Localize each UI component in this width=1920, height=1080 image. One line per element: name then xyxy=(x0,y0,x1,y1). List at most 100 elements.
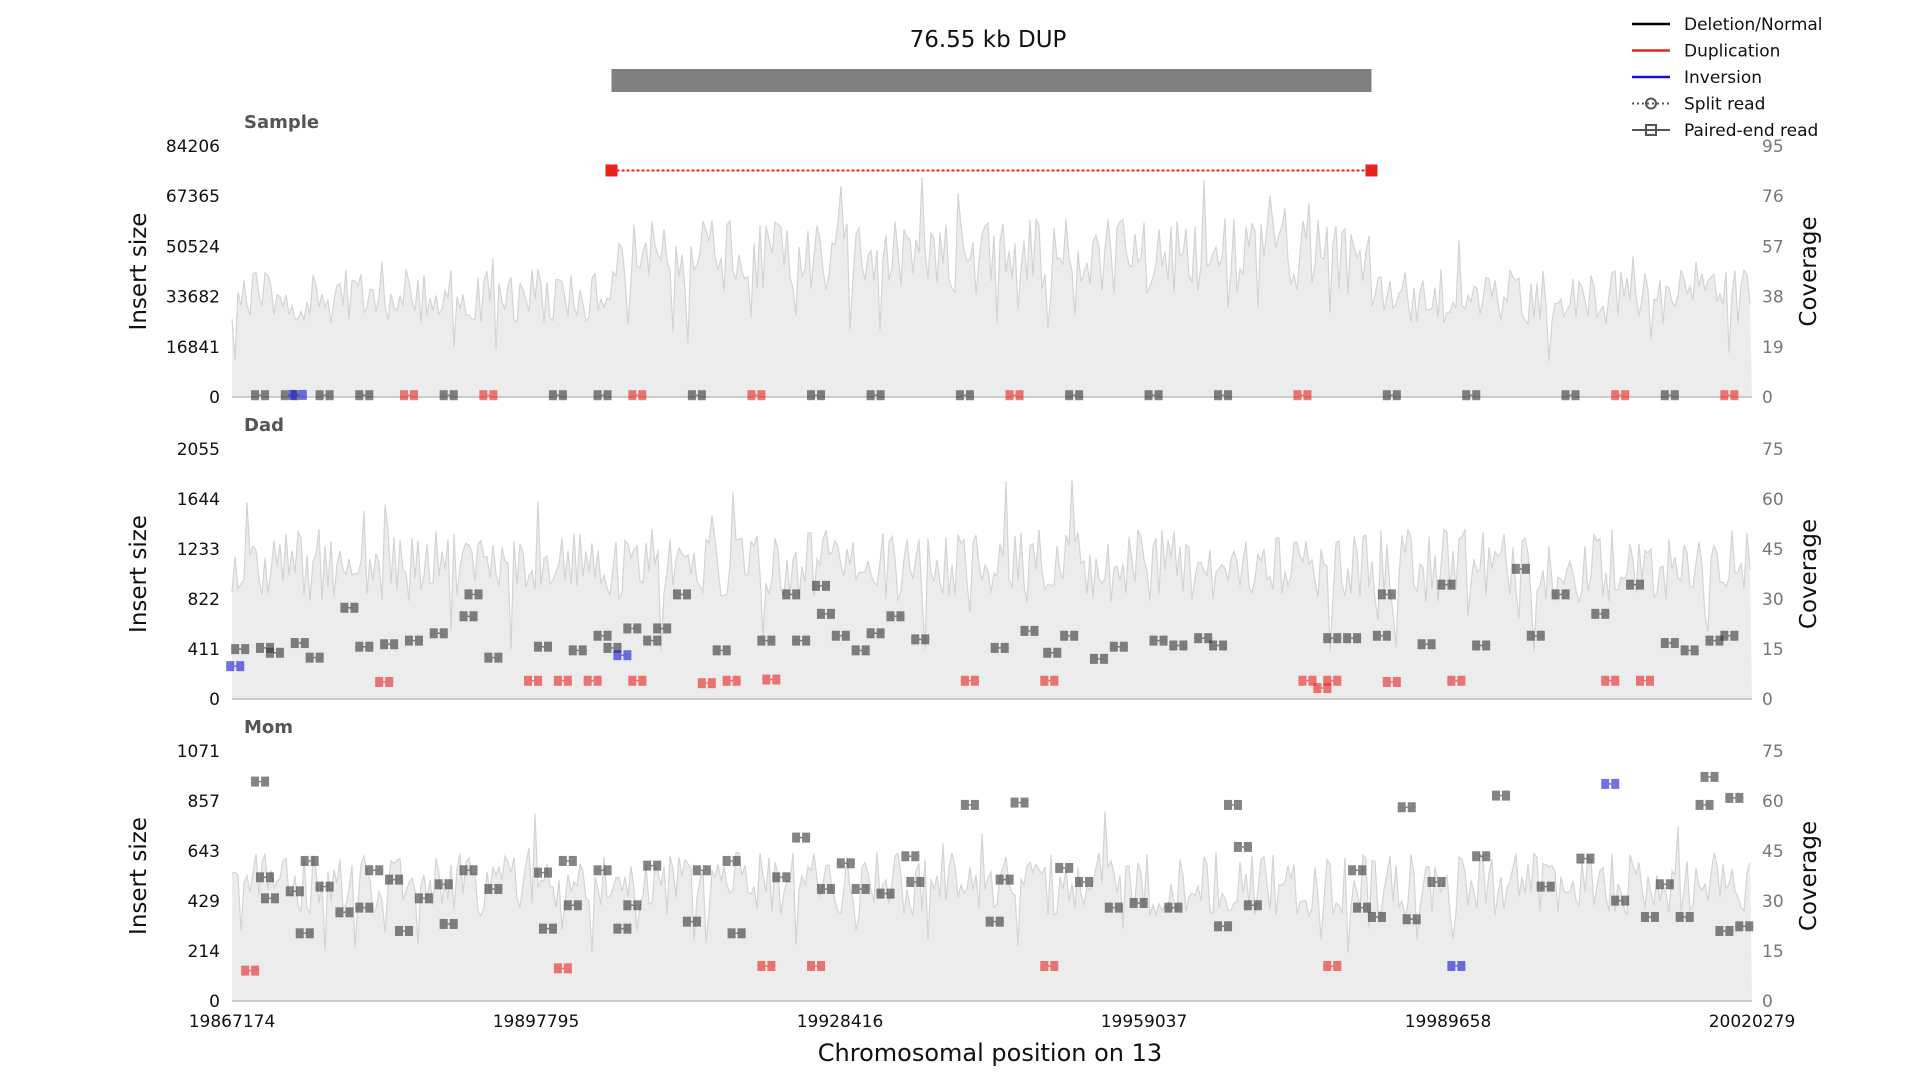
read-marker xyxy=(399,390,408,401)
read-marker xyxy=(444,879,453,890)
read-marker xyxy=(722,855,731,866)
read-marker xyxy=(1194,633,1203,644)
y2-tick-label: 0 xyxy=(1762,992,1773,1012)
read-marker xyxy=(280,390,289,401)
read-marker xyxy=(886,611,895,622)
paired-end-read xyxy=(1660,638,1679,649)
paired-end-read xyxy=(901,851,920,862)
paired-end-read xyxy=(1551,589,1570,600)
read-marker xyxy=(275,647,284,658)
paired-end-read xyxy=(876,888,895,899)
read-marker xyxy=(553,675,562,686)
read-marker xyxy=(638,390,647,401)
paired-end-read xyxy=(1447,960,1466,971)
read-marker xyxy=(439,628,448,639)
read-marker xyxy=(1725,792,1734,803)
read-marker xyxy=(1392,676,1401,687)
read-marker xyxy=(390,639,399,650)
read-marker xyxy=(1462,390,1471,401)
read-marker xyxy=(861,645,870,656)
paired-end-read xyxy=(1611,895,1630,906)
panel-name: Mom xyxy=(244,717,293,738)
read-marker xyxy=(1715,635,1724,646)
legend-label: Inversion xyxy=(1684,68,1762,88)
read-marker xyxy=(807,390,816,401)
read-marker xyxy=(1412,914,1421,925)
read-marker xyxy=(1020,797,1029,808)
read-marker xyxy=(414,635,423,646)
read-marker xyxy=(1223,799,1232,810)
read-marker xyxy=(290,638,299,649)
paired-end-read xyxy=(1109,641,1128,652)
y-tick-label: 67365 xyxy=(166,187,220,207)
read-marker xyxy=(722,645,731,656)
read-marker xyxy=(251,390,260,401)
paired-end-read xyxy=(1129,897,1148,908)
read-marker xyxy=(270,893,279,904)
x-tick-label: 20020279 xyxy=(1709,1012,1796,1032)
read-marker xyxy=(1204,633,1213,644)
paired-end-read xyxy=(1536,881,1555,892)
paired-end-read xyxy=(295,928,314,939)
read-marker xyxy=(1735,792,1744,803)
y2-tick-label: 0 xyxy=(1762,388,1773,408)
paired-end-read xyxy=(722,855,741,866)
paired-end-read xyxy=(782,589,801,600)
read-marker xyxy=(1492,790,1501,801)
paired-end-read xyxy=(256,872,275,883)
read-marker xyxy=(395,874,404,885)
read-marker xyxy=(762,674,771,685)
read-marker xyxy=(826,883,835,894)
read-marker xyxy=(1640,911,1649,922)
paired-end-read xyxy=(1233,841,1252,852)
read-marker xyxy=(613,650,622,661)
paired-end-read xyxy=(1472,851,1491,862)
read-marker xyxy=(1233,799,1242,810)
read-marker xyxy=(1114,902,1123,913)
read-marker xyxy=(653,635,662,646)
read-marker xyxy=(464,589,473,600)
read-marker xyxy=(1601,608,1610,619)
read-marker xyxy=(816,883,825,894)
read-marker xyxy=(1665,879,1674,890)
read-marker xyxy=(1482,851,1491,862)
read-marker xyxy=(355,902,364,913)
paired-end-read xyxy=(1635,675,1654,686)
paired-end-read xyxy=(866,628,885,639)
paired-end-read xyxy=(757,960,776,971)
read-marker xyxy=(876,390,885,401)
paired-end-read xyxy=(479,390,498,401)
paired-end-read xyxy=(380,639,399,650)
y-tick-label: 50524 xyxy=(166,237,220,257)
legend-label: Paired-end read xyxy=(1684,121,1818,141)
read-marker xyxy=(434,879,443,890)
read-marker xyxy=(985,916,994,927)
read-marker xyxy=(1551,589,1560,600)
paired-end-read xyxy=(811,580,830,591)
y2-tick-label: 15 xyxy=(1762,942,1784,962)
read-marker xyxy=(682,589,691,600)
read-marker xyxy=(1601,675,1610,686)
read-marker xyxy=(1005,390,1014,401)
paired-end-read xyxy=(613,650,632,661)
read-marker xyxy=(241,644,250,655)
paired-end-read xyxy=(960,799,979,810)
read-marker xyxy=(1109,641,1118,652)
paired-end-read xyxy=(1348,865,1367,876)
paired-end-read xyxy=(836,858,855,869)
coverage-line xyxy=(231,177,1751,362)
paired-end-read xyxy=(538,923,557,934)
read-marker xyxy=(1586,853,1595,864)
panel-sample: Sample 0 16841 33682 50524 67365 84206 0 19 38 57 7… xyxy=(126,112,1822,408)
paired-end-read xyxy=(1372,630,1391,641)
y2-tick-label: 19 xyxy=(1762,338,1784,358)
paired-end-read xyxy=(1720,390,1739,401)
read-marker xyxy=(911,851,920,862)
paired-end-read xyxy=(990,642,1009,653)
paired-end-read xyxy=(1377,589,1396,600)
read-marker xyxy=(593,390,602,401)
read-marker xyxy=(538,923,547,934)
read-marker xyxy=(1040,960,1049,971)
read-marker xyxy=(1005,874,1014,885)
read-marker xyxy=(261,390,270,401)
